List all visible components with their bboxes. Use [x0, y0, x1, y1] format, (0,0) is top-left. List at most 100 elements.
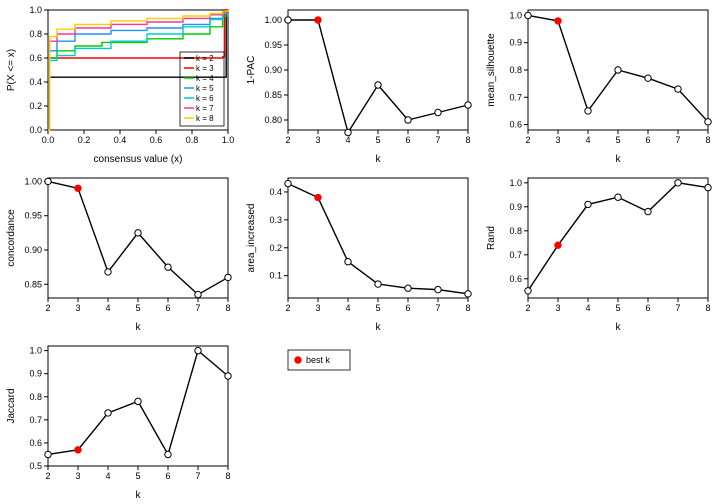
legend-best-k: best k [240, 336, 480, 504]
svg-text:4: 4 [585, 135, 590, 145]
svg-text:6: 6 [645, 303, 650, 313]
svg-text:k = 8: k = 8 [196, 114, 214, 123]
svg-text:k = 3: k = 3 [196, 64, 214, 73]
svg-text:consensus value (x): consensus value (x) [94, 154, 183, 165]
svg-text:8: 8 [465, 135, 470, 145]
svg-text:k: k [616, 322, 622, 333]
svg-text:0.9: 0.9 [509, 38, 522, 48]
svg-text:k: k [616, 154, 622, 165]
svg-text:3: 3 [555, 303, 560, 313]
svg-text:5: 5 [615, 303, 620, 313]
svg-text:7: 7 [675, 303, 680, 313]
svg-text:Rand: Rand [486, 226, 497, 250]
svg-text:6: 6 [645, 135, 650, 145]
svg-text:8: 8 [225, 471, 230, 481]
svg-text:5: 5 [135, 471, 140, 481]
svg-text:0.8: 0.8 [29, 392, 42, 402]
svg-text:1.0: 1.0 [509, 178, 522, 188]
svg-text:3: 3 [315, 135, 320, 145]
svg-text:0.85: 0.85 [24, 279, 42, 289]
panel-concordance: 23456780.850.900.951.00kconcordance [0, 168, 240, 336]
svg-text:8: 8 [225, 303, 230, 313]
panel-area_increased: 23456780.10.20.30.4karea_increased [240, 168, 480, 336]
svg-text:6: 6 [405, 303, 410, 313]
svg-text:1-PAC: 1-PAC [246, 56, 257, 85]
svg-text:k = 2: k = 2 [196, 54, 214, 63]
svg-text:5: 5 [135, 303, 140, 313]
svg-text:area_increased: area_increased [246, 204, 257, 273]
svg-text:0.9: 0.9 [509, 202, 522, 212]
svg-text:0.6: 0.6 [509, 120, 522, 130]
svg-text:7: 7 [435, 303, 440, 313]
svg-text:k: k [136, 490, 142, 501]
svg-text:8: 8 [705, 303, 710, 313]
svg-text:0.2: 0.2 [269, 243, 282, 253]
svg-text:1.0: 1.0 [29, 5, 42, 15]
svg-text:7: 7 [675, 135, 680, 145]
svg-text:4: 4 [345, 303, 350, 313]
svg-text:0.4: 0.4 [269, 187, 282, 197]
svg-text:2: 2 [45, 471, 50, 481]
svg-text:4: 4 [345, 135, 350, 145]
panel-one_pac: 23456780.800.850.900.951.00k1-PAC [240, 0, 480, 168]
svg-text:k = 5: k = 5 [196, 84, 214, 93]
svg-text:0.90: 0.90 [264, 65, 282, 75]
svg-text:8: 8 [465, 303, 470, 313]
svg-text:0.2: 0.2 [29, 101, 42, 111]
svg-text:concordance: concordance [6, 209, 17, 267]
svg-text:4: 4 [105, 471, 110, 481]
svg-text:0.6: 0.6 [29, 53, 42, 63]
svg-text:0.7: 0.7 [509, 250, 522, 260]
svg-text:0.7: 0.7 [29, 415, 42, 425]
svg-text:0.5: 0.5 [29, 461, 42, 471]
svg-text:0.3: 0.3 [269, 215, 282, 225]
svg-text:7: 7 [195, 471, 200, 481]
svg-text:k = 6: k = 6 [196, 94, 214, 103]
svg-text:2: 2 [525, 135, 530, 145]
svg-text:0.8: 0.8 [509, 65, 522, 75]
svg-text:0.85: 0.85 [264, 90, 282, 100]
svg-text:3: 3 [315, 303, 320, 313]
svg-text:7: 7 [435, 135, 440, 145]
svg-text:Jaccard: Jaccard [6, 388, 17, 423]
svg-text:2: 2 [525, 303, 530, 313]
svg-text:k = 4: k = 4 [196, 74, 214, 83]
svg-text:3: 3 [555, 135, 560, 145]
panel-ecdf: 0.00.20.40.60.81.00.00.20.40.60.81.0cons… [0, 0, 240, 168]
svg-text:1.00: 1.00 [264, 15, 282, 25]
svg-text:1.0: 1.0 [222, 135, 235, 145]
svg-text:0.6: 0.6 [29, 438, 42, 448]
svg-text:k: k [376, 322, 382, 333]
svg-text:8: 8 [705, 135, 710, 145]
svg-text:k: k [376, 154, 382, 165]
svg-text:7: 7 [195, 303, 200, 313]
svg-text:k = 7: k = 7 [196, 104, 214, 113]
svg-text:4: 4 [105, 303, 110, 313]
svg-text:0.4: 0.4 [114, 135, 127, 145]
svg-text:0.8: 0.8 [509, 226, 522, 236]
svg-text:1.0: 1.0 [509, 10, 522, 20]
panel-silhouette: 23456780.60.70.80.91.0kmean_silhouette [480, 0, 720, 168]
svg-text:5: 5 [375, 303, 380, 313]
svg-text:P(X <= x): P(X <= x) [6, 49, 17, 91]
svg-text:0.0: 0.0 [42, 135, 55, 145]
svg-text:0.6: 0.6 [150, 135, 163, 145]
svg-text:6: 6 [165, 471, 170, 481]
svg-text:0.1: 0.1 [269, 271, 282, 281]
svg-text:0.95: 0.95 [264, 40, 282, 50]
svg-text:3: 3 [75, 471, 80, 481]
svg-text:2: 2 [45, 303, 50, 313]
svg-text:0.90: 0.90 [24, 245, 42, 255]
svg-text:6: 6 [165, 303, 170, 313]
svg-text:5: 5 [615, 135, 620, 145]
svg-text:0.7: 0.7 [509, 92, 522, 102]
svg-text:3: 3 [75, 303, 80, 313]
svg-text:0.8: 0.8 [186, 135, 199, 145]
svg-text:1.00: 1.00 [24, 176, 42, 186]
panel-rand: 23456780.60.70.80.91.0kRand [480, 168, 720, 336]
svg-text:2: 2 [285, 135, 290, 145]
svg-text:0.4: 0.4 [29, 77, 42, 87]
svg-text:1.0: 1.0 [29, 346, 42, 356]
svg-text:0.95: 0.95 [24, 211, 42, 221]
svg-text:0.9: 0.9 [29, 369, 42, 379]
